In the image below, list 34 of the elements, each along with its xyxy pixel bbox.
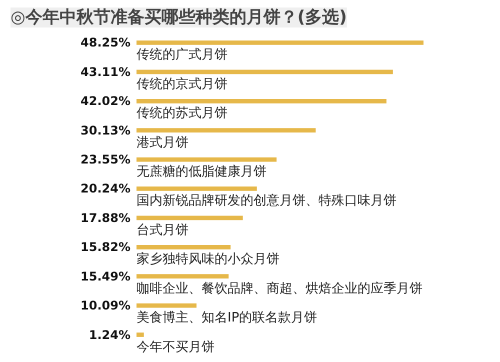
bar — [136, 186, 257, 191]
y-tick-label: 传统的京式月饼 — [136, 76, 228, 92]
bar — [136, 303, 197, 308]
data-label: 1.24% — [88, 328, 131, 342]
y-tick-label: 国内新锐品牌研发的创意月饼、特殊口味月饼 — [136, 194, 396, 209]
data-label: 15.49% — [80, 269, 131, 284]
chart-title: ◎今年中秋节准备买哪些种类的月饼？(多选) — [10, 8, 347, 28]
bar — [136, 216, 243, 220]
y-tick-label: 家乡独特风味的小众月饼 — [136, 251, 280, 268]
y-tick-label: 无蔗糖的低脂健康月饼 — [136, 164, 266, 180]
y-tick-label: 港式月饼 — [136, 135, 188, 150]
data-label: 10.09% — [80, 298, 131, 313]
bar — [136, 274, 229, 279]
y-tick-label: 咖啡企业、餐饮品牌、商超、烘焙企业的应季月饼 — [136, 280, 422, 296]
bar — [136, 98, 386, 104]
bar — [136, 70, 393, 74]
data-label: 23.55% — [80, 152, 131, 167]
bar — [136, 157, 277, 162]
data-label: 43.11% — [80, 64, 131, 79]
data-label: 15.82% — [80, 240, 131, 254]
bar — [136, 40, 424, 45]
y-tick-label: 传统的广式月饼 — [136, 48, 228, 63]
data-label: 20.24% — [80, 182, 131, 196]
data-label: 48.25% — [80, 36, 131, 50]
bar — [136, 332, 144, 337]
y-tick-label: 传统的苏式月饼 — [136, 106, 228, 122]
y-tick-label: 今年不买月饼 — [136, 340, 214, 355]
bar — [136, 128, 316, 133]
data-label: 17.88% — [80, 210, 131, 225]
data-label: 30.13% — [80, 123, 131, 138]
bar — [136, 244, 231, 250]
y-tick-label: 台式月饼 — [136, 222, 188, 238]
y-tick-label: 美食博主、知名IP的联名款月饼 — [136, 310, 318, 326]
data-label: 42.02% — [80, 94, 131, 108]
